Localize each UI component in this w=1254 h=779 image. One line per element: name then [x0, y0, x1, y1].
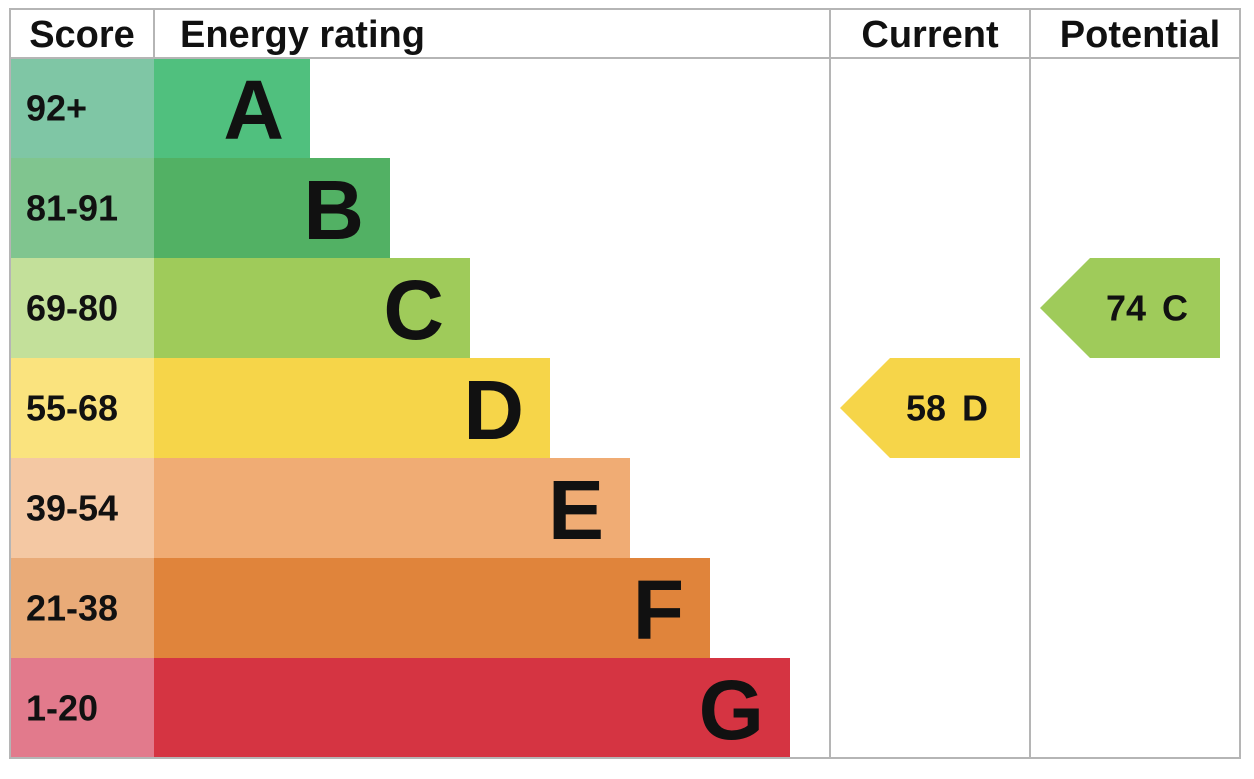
potential-score: 74	[1106, 288, 1146, 329]
current-arrow	[840, 358, 1020, 458]
score-range: 55-68	[26, 388, 118, 429]
current-rating: D	[962, 388, 988, 429]
score-cell	[10, 258, 154, 358]
rating-letter: F	[633, 563, 684, 657]
table-frame	[9, 8, 1241, 759]
score-cell	[10, 558, 154, 658]
rating-letter: D	[463, 363, 524, 457]
header-potential: Potential	[1060, 14, 1220, 56]
score-range: 81-91	[26, 188, 118, 229]
rating-bar	[154, 558, 710, 658]
rating-letter: E	[548, 463, 604, 557]
header-current: Current	[861, 14, 999, 56]
score-range: 21-38	[26, 588, 118, 629]
rating-bar	[154, 658, 790, 758]
score-cell	[10, 358, 154, 458]
score-range: 92+	[26, 88, 87, 129]
rating-bar	[154, 458, 630, 558]
current-score: 58	[906, 388, 946, 429]
rating-letter: G	[699, 663, 764, 757]
score-cell	[10, 458, 154, 558]
score-range: 39-54	[26, 488, 118, 529]
rating-letter: A	[223, 63, 284, 157]
score-cell	[10, 158, 154, 258]
score-cell	[10, 58, 154, 158]
rating-letter: B	[303, 163, 364, 257]
score-range: 1-20	[26, 688, 98, 729]
rating-letter: C	[383, 263, 444, 357]
rating-bar	[154, 58, 310, 158]
potential-arrow	[1040, 258, 1220, 358]
rating-bar	[154, 158, 390, 258]
rating-bar	[154, 258, 470, 358]
potential-rating: C	[1162, 288, 1188, 329]
rating-bar	[154, 358, 550, 458]
score-range: 69-80	[26, 288, 118, 329]
score-cell	[10, 658, 154, 758]
header-rating: Energy rating	[180, 14, 425, 56]
header-score: Score	[29, 14, 135, 56]
